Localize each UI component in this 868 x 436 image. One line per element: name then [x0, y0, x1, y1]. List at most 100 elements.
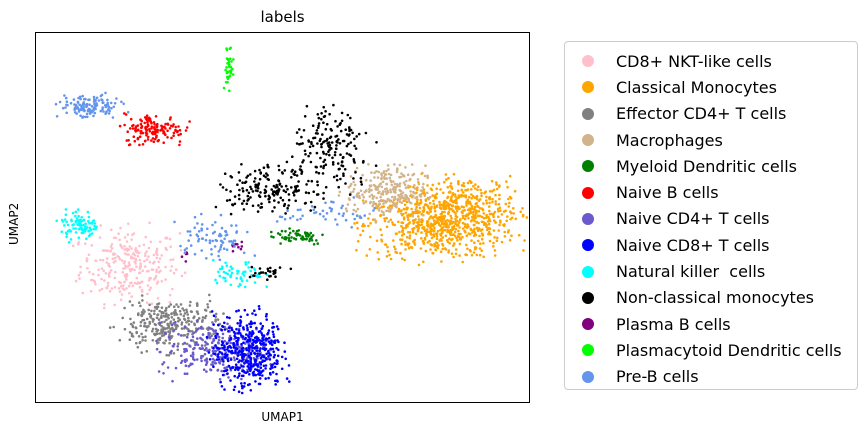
- point: [510, 234, 513, 237]
- point: [221, 363, 225, 366]
- point: [397, 220, 400, 224]
- point: [405, 223, 409, 227]
- point: [384, 190, 388, 193]
- point: [177, 305, 180, 309]
- legend-item: Plasmacytoid Dendritic cells: [565, 337, 857, 363]
- point: [255, 345, 258, 348]
- point: [175, 303, 178, 306]
- point: [475, 197, 479, 201]
- point: [377, 184, 381, 188]
- point: [276, 339, 279, 342]
- point: [330, 129, 334, 132]
- point: [200, 344, 204, 347]
- point: [225, 316, 229, 319]
- point: [288, 231, 292, 235]
- point: [430, 236, 434, 240]
- point: [393, 195, 397, 199]
- point: [312, 243, 316, 246]
- point: [94, 225, 98, 229]
- point: [446, 228, 450, 232]
- point: [352, 159, 356, 163]
- point: [164, 339, 168, 342]
- point: [398, 188, 402, 192]
- point: [342, 172, 345, 175]
- point: [214, 278, 217, 282]
- legend-label: Natural killer cells: [616, 262, 766, 282]
- point: [233, 374, 236, 378]
- point: [401, 226, 405, 230]
- point: [242, 341, 245, 345]
- point: [94, 98, 97, 102]
- point: [368, 212, 372, 216]
- point: [374, 164, 378, 167]
- point: [239, 315, 243, 319]
- point: [249, 173, 252, 176]
- point: [129, 255, 133, 258]
- point: [361, 193, 364, 196]
- point: [275, 362, 278, 366]
- point: [262, 174, 266, 177]
- point: [187, 323, 191, 326]
- point: [241, 202, 244, 205]
- point: [478, 207, 482, 210]
- point: [174, 128, 177, 132]
- point: [461, 216, 465, 220]
- point: [151, 317, 155, 321]
- point: [240, 279, 244, 283]
- point: [376, 251, 380, 254]
- point: [492, 188, 496, 192]
- point: [398, 163, 402, 167]
- point: [82, 101, 85, 104]
- point: [83, 97, 86, 101]
- point: [183, 358, 187, 362]
- point: [64, 106, 67, 109]
- point: [169, 303, 173, 306]
- point: [368, 248, 372, 251]
- legend-marker: [582, 291, 594, 304]
- point: [193, 226, 196, 229]
- point: [288, 380, 291, 383]
- point: [283, 350, 287, 353]
- point: [249, 269, 252, 273]
- point: [251, 343, 255, 347]
- point: [103, 303, 106, 306]
- point: [249, 185, 252, 189]
- point: [214, 205, 218, 209]
- point: [67, 241, 71, 244]
- point: [136, 282, 139, 285]
- point: [76, 106, 80, 109]
- point: [427, 206, 431, 210]
- point: [144, 125, 147, 129]
- point: [474, 183, 477, 186]
- point: [192, 331, 195, 335]
- point: [214, 334, 217, 338]
- point: [279, 242, 282, 245]
- point: [304, 191, 308, 194]
- point: [386, 250, 390, 253]
- point: [101, 98, 104, 102]
- point: [238, 359, 241, 362]
- point: [452, 255, 455, 259]
- point: [145, 116, 149, 120]
- point: [400, 201, 404, 205]
- point: [326, 137, 329, 141]
- point: [237, 329, 241, 332]
- point: [203, 316, 207, 320]
- point: [449, 230, 453, 234]
- point: [330, 207, 334, 211]
- point: [417, 218, 421, 221]
- point: [218, 361, 222, 365]
- point: [242, 385, 246, 388]
- point: [191, 355, 195, 359]
- point: [118, 257, 122, 261]
- point: [83, 109, 86, 113]
- point: [321, 233, 324, 237]
- point: [422, 260, 425, 264]
- point: [208, 299, 212, 303]
- point: [427, 230, 431, 234]
- point: [211, 239, 214, 243]
- point: [180, 255, 184, 258]
- point: [373, 176, 376, 179]
- point: [470, 204, 474, 208]
- point: [188, 304, 192, 307]
